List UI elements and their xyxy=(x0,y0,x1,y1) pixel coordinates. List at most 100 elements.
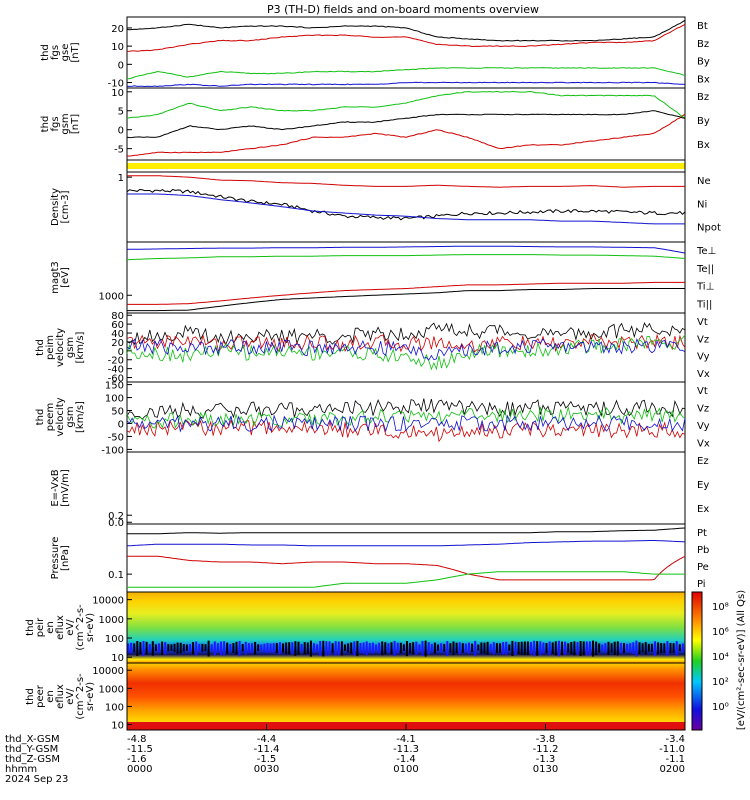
xtick-label-0-1: -11.5 xyxy=(127,744,153,755)
panel-efield-ylabel-line-1: [mV/m] xyxy=(60,469,71,507)
colorbar-tick-2: 10⁴ xyxy=(712,652,729,663)
panel-fgs_gsm-ylabel-line-1: fgs xyxy=(50,116,61,131)
panel-peir_eflux-noise-88 xyxy=(399,642,402,654)
colorbar-tick-0: 10⁸ xyxy=(712,602,729,613)
panel-peem_velocity-ylabel-line-3: gsm xyxy=(65,406,76,427)
panel-temperature-legend-0: Te⊥ xyxy=(696,246,716,257)
xtick-label-3-0: -3.8 xyxy=(536,734,556,745)
panel-peir_eflux-noise-133 xyxy=(539,641,542,656)
panel-peir_eflux-noise-70 xyxy=(344,644,346,651)
panel-fgs_gse-legend-0: Bt xyxy=(697,21,708,32)
panel-peer_eflux-ylabel: thd peer en eflux eV/(cm^2-s-sr-eV) xyxy=(25,673,96,720)
panel-peir_eflux-noise-97 xyxy=(427,642,430,655)
panel-peir_eflux-noise-83 xyxy=(384,642,387,655)
panel-fgs_gse-ytick-label-3: -10 xyxy=(108,79,124,90)
panel-peir_eflux-noise-125 xyxy=(514,641,517,655)
panel-peer_eflux-ytick-label-0: 10000 xyxy=(92,666,124,677)
panel-fgs_gse-ylabel-line-2: gse xyxy=(60,44,71,62)
panel-pressure: 0.1 Pt Pb Pe Pi xyxy=(108,523,709,593)
panel-peim_velocity-ytick-label-5: -20 xyxy=(108,356,124,367)
panel-temperature-series-1 xyxy=(127,288,685,312)
panel-peir_eflux-noise-51 xyxy=(285,642,288,654)
panel-fgs_gsm-frame xyxy=(126,87,686,161)
panel-peir_eflux-noise-73 xyxy=(353,641,356,656)
panel-temperature-ylabel-line-0: magt3 xyxy=(50,261,61,294)
panel-peim_velocity-ytick-label-1: 60 xyxy=(111,320,124,331)
panel-peir_eflux-noise-91 xyxy=(409,643,412,654)
panel-peir_eflux-noise-127 xyxy=(520,641,523,655)
panel-peer_eflux-ylabel-line-3: eflux xyxy=(55,684,66,709)
panel-peir_eflux-ylabel-line-6: sr-eV) xyxy=(85,613,96,642)
panel-peir_eflux-noise-53 xyxy=(291,642,294,655)
panel-peir_eflux-ytick-label-0: 10000 xyxy=(92,596,124,607)
panel-peir_eflux-noise-161 xyxy=(626,643,629,652)
xtick-label-0-0: -4.8 xyxy=(127,734,147,745)
xtick-label-1-3: 0030 xyxy=(254,764,279,775)
quality-flag-bar xyxy=(127,163,685,169)
xtick-label-4-0: -3.4 xyxy=(665,734,685,745)
panel-peir_eflux-noise-130 xyxy=(530,642,532,655)
panel-peir_eflux-noise-139 xyxy=(557,640,560,657)
panel-peir_eflux-noise-148 xyxy=(585,641,588,656)
xtick-label-2-3: 0100 xyxy=(393,764,418,775)
panel-peir_eflux-noise-86 xyxy=(393,640,396,657)
panel-peir_eflux-noise-118 xyxy=(492,642,495,655)
panel-peem_velocity-ylabel: thd peem velocity gsm [km/s] xyxy=(35,397,86,436)
quality-flag-frame xyxy=(126,159,686,173)
panel-fgs_gsm-series-1 xyxy=(126,90,686,119)
panel-pressure-legend-2: Pe xyxy=(697,562,709,573)
panel-fgs_gsm-ylabel-line-2: gsm xyxy=(60,113,71,134)
panel-peir_eflux-noise-117 xyxy=(489,644,492,652)
panel-fgs_gse-ylabel-line-0: thd xyxy=(40,44,51,61)
panel-peir_eflux-noise-17 xyxy=(179,642,182,654)
panel-peir_eflux-ytick-label-1: 1000 xyxy=(99,615,124,626)
panel-peim_velocity-legend-1: Vz xyxy=(697,334,709,345)
panel-peir_eflux-noise-63 xyxy=(322,640,325,657)
panel-temperature-series-3 xyxy=(126,254,686,261)
panel-peim_velocity-frame xyxy=(126,312,686,383)
panel-peir_eflux-noise-166 xyxy=(641,643,644,653)
panel-peir_eflux-noise-92 xyxy=(412,642,415,655)
panel-fgs_gse: 20 10 0 -10 Bt Bz By Bx xyxy=(108,16,710,90)
panel-peir_eflux-noise-132 xyxy=(536,641,539,656)
panel-pressure-series-1 xyxy=(126,540,686,547)
panel-peir_eflux-noise-104 xyxy=(449,643,452,653)
panel-peir_eflux-noise-65 xyxy=(328,641,331,656)
panel-efield-ytick-label-0: 0.2 xyxy=(108,511,124,522)
panel-fgs_gsm-ylabel-line-0: thd xyxy=(40,116,51,133)
panel-peir_eflux-ylabel: thd peir en eflux eV/(cm^2-s-sr-eV) xyxy=(25,604,96,651)
panel-peim_velocity-ytick-label-3: 20 xyxy=(111,338,124,349)
xtick-label-3-1: -11.2 xyxy=(533,744,559,755)
panel-peir_eflux-noise-28 xyxy=(213,641,216,656)
panel-peim_velocity-ytick-label-6: -40 xyxy=(108,365,124,376)
panel-peer_eflux-ytick-label-2: 100 xyxy=(105,702,124,713)
panel-peir_eflux-noise-21 xyxy=(192,642,195,655)
panel-peir_eflux-noise-90 xyxy=(406,641,408,657)
colorbar-tick-3: 10² xyxy=(712,677,729,688)
panel-fgs_gsm-series-2 xyxy=(126,110,686,139)
panel-peir_eflux-noise-76 xyxy=(362,642,365,654)
panel-peir_eflux-noise-41 xyxy=(254,641,257,655)
panel-peir_eflux-noise-32 xyxy=(226,642,229,654)
xtick-label-1-2: -1.5 xyxy=(257,754,277,765)
panel-peir_eflux-noise-25 xyxy=(204,644,207,652)
panel-peir_eflux-ytick-label-2: 100 xyxy=(105,634,124,645)
panel-fgs_gse-series-3 xyxy=(126,81,686,88)
panel-fgs_gse-series-0 xyxy=(126,19,686,42)
panel-peir_eflux-noise-46 xyxy=(269,643,272,653)
panel-peem_velocity-series-0 xyxy=(126,398,686,420)
panel-peir_eflux-noise-14 xyxy=(170,644,173,651)
panel-peir_eflux-ylabel-line-0: thd xyxy=(25,619,36,636)
panel-peir_eflux-noise-23 xyxy=(198,643,201,652)
panel-peir_eflux-noise-75 xyxy=(359,643,362,653)
panel-peir_eflux-noise-134 xyxy=(542,642,545,654)
panel-fgs_gse-ylabel-line-1: fgs xyxy=(50,45,61,60)
panel-fgs_gsm-ytick-label-1: 5 xyxy=(118,107,124,118)
panel-peer_eflux-spectrogram xyxy=(127,663,685,730)
panel-peem_velocity-legend-2: Vy xyxy=(697,421,710,432)
xtick-label-2-2: -1.4 xyxy=(396,754,416,765)
panel-density: 1 Ne Ni Npot xyxy=(118,171,721,243)
panel-peir_eflux-noise-173 xyxy=(663,643,666,653)
